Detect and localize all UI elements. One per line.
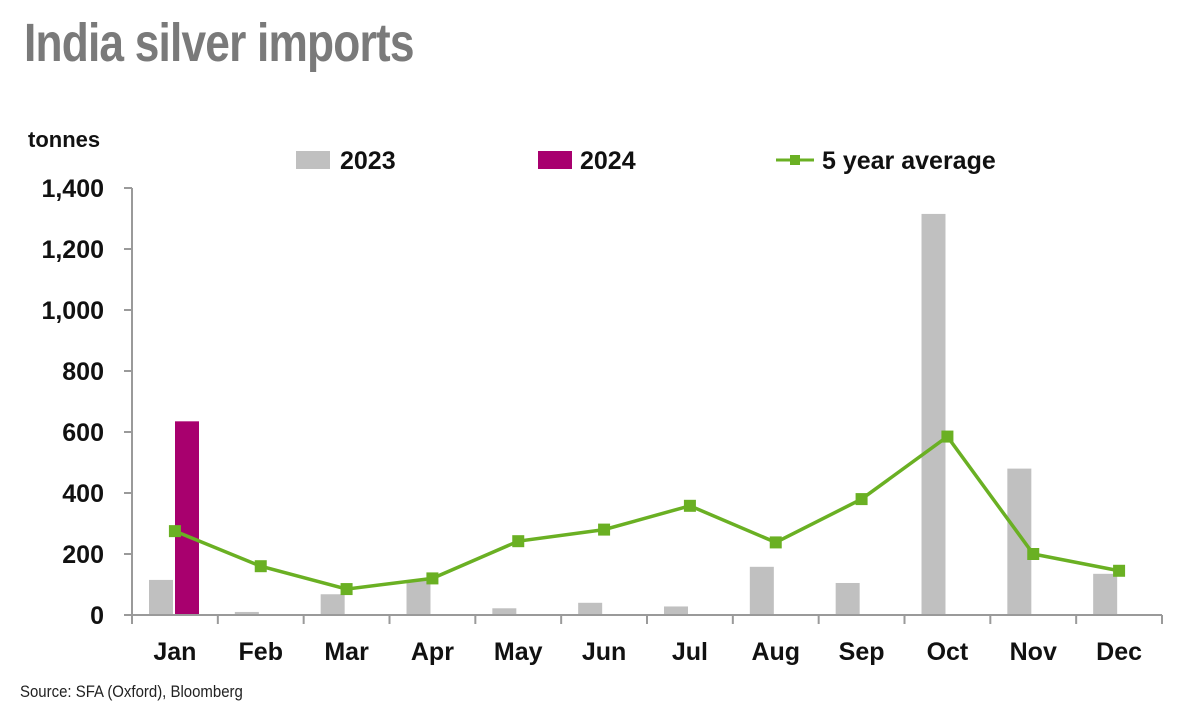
y-tick-label: 1,400: [41, 175, 104, 203]
x-tick-label: Jan: [153, 638, 196, 666]
line-5-year-average: [174, 434, 1120, 591]
y-tick-label: 800: [62, 358, 104, 386]
y-axis-unit-label: tonnes: [28, 127, 100, 152]
marker-5yr-Jun: [598, 523, 611, 536]
bar-2023-Jul: [664, 606, 688, 615]
x-tick-label: Nov: [1010, 638, 1057, 666]
x-tick-label: Feb: [239, 638, 283, 666]
bar-2023-Feb: [234, 611, 259, 615]
bar-2023-May: [492, 608, 517, 615]
chart-title: India silver imports: [24, 13, 414, 73]
y-tick-label: 0: [90, 602, 104, 630]
legend-marker-5yr: [790, 155, 800, 165]
x-tick-label: Oct: [927, 638, 969, 666]
legend-label-2024: 2024: [580, 147, 636, 175]
marker-5yr-Mar: [340, 583, 353, 596]
y-tick-label: 600: [62, 419, 104, 447]
y-tick-label: 200: [62, 541, 104, 569]
five-year-average-series: [168, 430, 1126, 596]
x-tick-label: Dec: [1096, 638, 1142, 666]
y-tick-label: 1,200: [41, 236, 104, 264]
y-axis: 0 200 400 600 800 1,000 1,200 1,400: [41, 175, 133, 630]
x-axis: Jan Feb Mar Apr May Jun Jul Aug Sep Oct Nov Dec: [131, 614, 1163, 666]
x-tick-label: Mar: [324, 638, 369, 666]
bar-2023-Jun: [578, 602, 603, 615]
marker-5yr-Sep: [855, 493, 868, 506]
bar-2023-Jan: [149, 579, 173, 615]
y-tick-label: 400: [62, 480, 104, 508]
marker-5yr-Jul: [683, 499, 696, 512]
bar-2023-Apr: [406, 580, 431, 615]
x-tick-label: Jun: [582, 638, 626, 666]
source-note: Source: SFA (Oxford), Bloomberg: [20, 682, 243, 701]
marker-5yr-Aug: [769, 536, 782, 549]
bar-2023-Mar: [320, 594, 345, 615]
x-tick-label: Apr: [411, 638, 454, 666]
x-tick-label: May: [494, 638, 543, 666]
legend-label-2023: 2023: [340, 147, 396, 175]
marker-5yr-Jan: [168, 525, 181, 538]
marker-5yr-Apr: [426, 572, 439, 585]
marker-5yr-Dec: [1113, 564, 1126, 577]
bar-2023-Oct: [921, 213, 946, 616]
legend-swatch-2023: [296, 151, 330, 169]
marker-5yr-Nov: [1027, 548, 1040, 560]
bar-2023-Dec: [1093, 573, 1118, 615]
marker-5yr-Oct: [941, 430, 954, 443]
bar-2023-Nov: [1007, 468, 1032, 615]
bars: [149, 213, 1118, 616]
y-tick-label: 1,000: [41, 297, 104, 325]
marker-5yr-May: [512, 535, 525, 548]
x-tick-label: Aug: [751, 638, 800, 666]
marker-5yr-Feb: [254, 560, 267, 573]
x-tick-label: Sep: [839, 638, 885, 666]
legend: 2023 2024 5 year average: [296, 147, 996, 175]
x-tick-label: Jul: [672, 638, 708, 666]
bar-2023-Aug: [749, 566, 774, 615]
legend-label-5yr: 5 year average: [822, 147, 996, 175]
legend-swatch-2024: [538, 151, 572, 169]
bar-2023-Sep: [835, 582, 860, 615]
bar-2024-Jan: [175, 421, 199, 615]
